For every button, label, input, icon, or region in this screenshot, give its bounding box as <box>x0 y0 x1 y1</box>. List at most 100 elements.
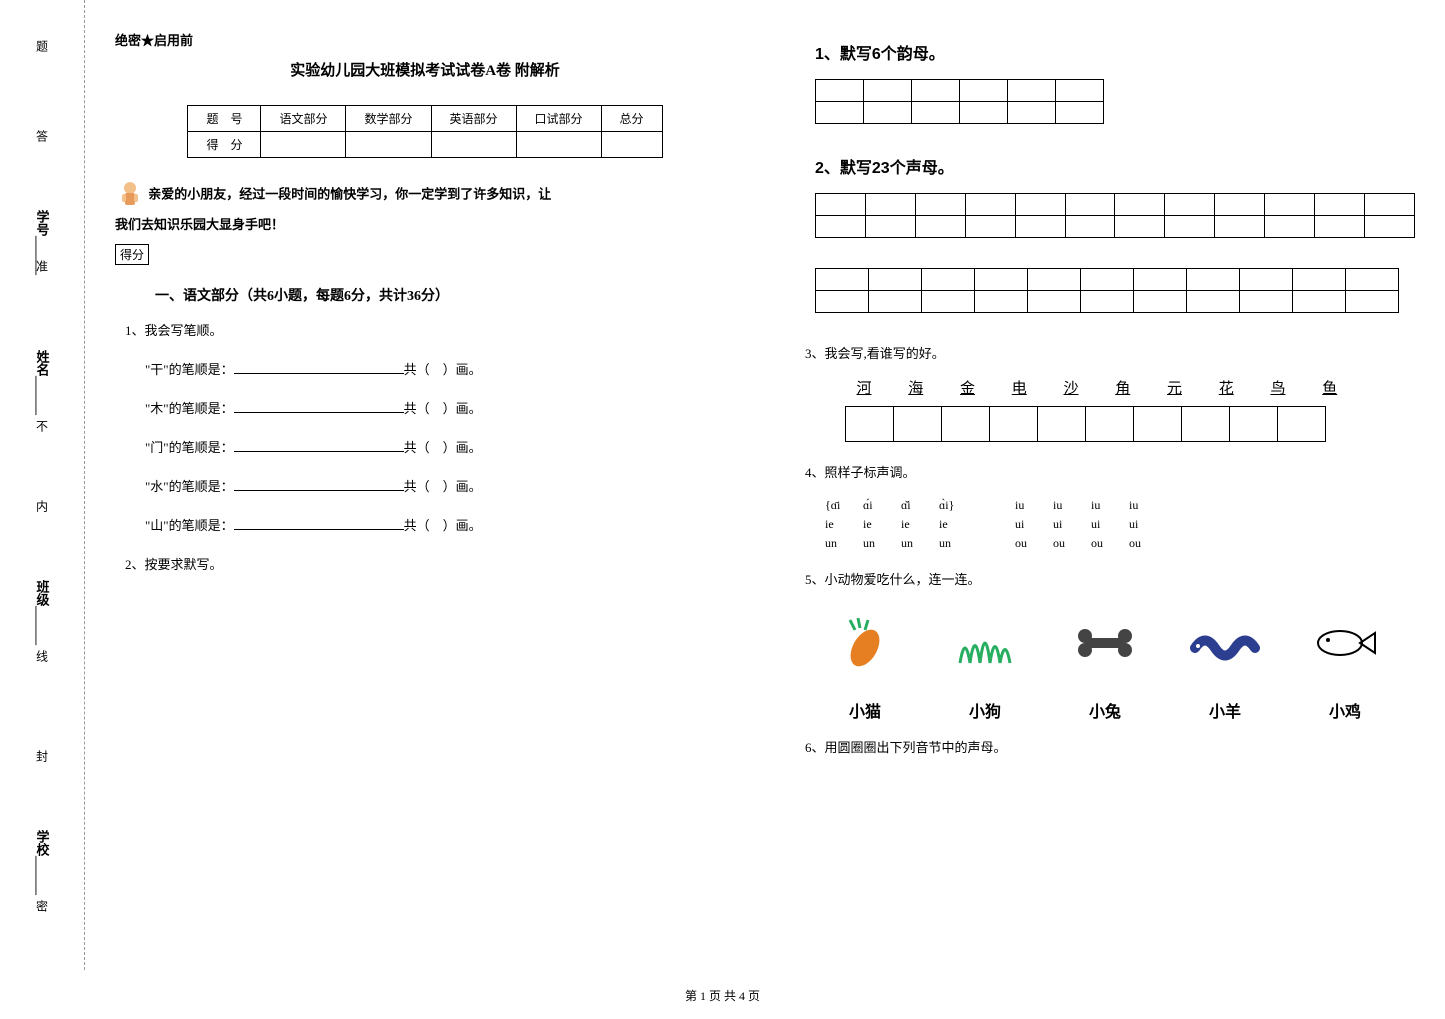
pinyin: ui <box>1129 515 1167 534</box>
cell <box>431 132 516 158</box>
pinyin: ie <box>863 515 901 534</box>
suffix: 共（ ）画。 <box>404 518 482 533</box>
pinyin: iu <box>1053 496 1091 515</box>
cell <box>346 132 431 158</box>
pinyin: ui <box>1015 515 1053 534</box>
pinyin: {ɑ̄i <box>825 496 863 515</box>
bone-icon <box>1070 618 1140 668</box>
cell: 语文部分 <box>261 106 346 132</box>
pinyin: ou <box>1129 534 1167 553</box>
consonant-grid-2 <box>815 268 1399 313</box>
char: 河 <box>840 377 888 398</box>
pinyin: iu <box>1129 496 1167 515</box>
pinyin: iu <box>1091 496 1129 515</box>
page-footer: 第 1 页 共 4 页 <box>0 987 1445 1004</box>
score-badge: 得分 <box>115 244 149 265</box>
blank <box>234 529 404 530</box>
section-header: 一、语文部分（共6小题，每题6分，共计36分） <box>155 285 735 305</box>
char-row: 河 海 金 电 沙 角 元 花 鸟 鱼 <box>840 377 1415 398</box>
text: 的笔顺是： <box>169 479 234 494</box>
margin-label: 学校______ <box>33 830 52 895</box>
blank <box>234 451 404 452</box>
grass-icon <box>950 618 1020 668</box>
cell <box>601 132 662 158</box>
animal-name: 小狗 <box>950 698 1020 722</box>
exam-title: 实验幼儿园大班模拟考试试卷A卷 附解析 <box>115 59 735 80</box>
margin-label: 班级______ <box>33 580 52 645</box>
char: 元 <box>1151 377 1199 398</box>
right-page: 1、默写6个韵母。 2、默写23个声母。 3、我会写,看谁写的好。 河 海 金 … <box>765 0 1445 970</box>
question-r3: 3、我会写,看谁写的好。 <box>805 343 1415 362</box>
fish-icon <box>1310 618 1380 668</box>
cell: 数学部分 <box>346 106 431 132</box>
suffix: 共（ ）画。 <box>404 479 482 494</box>
cell: 英语部分 <box>431 106 516 132</box>
char: "木" <box>145 401 169 416</box>
text: 的笔顺是： <box>169 440 234 455</box>
cell: 口试部分 <box>516 106 601 132</box>
char: "干" <box>145 362 169 377</box>
table-row: 题 号 语文部分 数学部分 英语部分 口试部分 总分 <box>188 106 662 132</box>
stroke-line: "水"的笔顺是： 共（ ）画。 <box>145 476 735 495</box>
pinyin: ou <box>1015 534 1053 553</box>
stroke-line: "干"的笔顺是： 共（ ）画。 <box>145 359 735 378</box>
pinyin: ie <box>901 515 939 534</box>
text: 的笔顺是： <box>169 362 234 377</box>
char: 电 <box>995 377 1043 398</box>
pinyin: ɑ̀i} <box>939 496 977 515</box>
animal-name: 小兔 <box>1070 698 1140 722</box>
pinyin: iu <box>1015 496 1053 515</box>
intro-line-1: 亲爱的小朋友，经过一段时间的愉快学习，你一定学到了许多知识，让 <box>148 186 551 201</box>
cell <box>261 132 346 158</box>
pinyin: un <box>939 534 977 553</box>
vowel-grid <box>815 79 1104 124</box>
char: 金 <box>944 377 992 398</box>
intro-line-2: 我们去知识乐园大显身手吧！ <box>115 213 735 236</box>
text: 的笔顺是： <box>169 518 234 533</box>
pinyin-block: {ɑ̄iɑ́iɑ̌iɑ̀i}iuiuiuiu ieieieieuiuiuiui … <box>825 496 1415 554</box>
margin-label: 答 <box>34 130 51 142</box>
animal-name: 小猫 <box>830 698 900 722</box>
cell <box>516 132 601 158</box>
pinyin: un <box>901 534 939 553</box>
char: 鱼 <box>1306 377 1354 398</box>
binding-margin: 题 答 学号______ 准 姓名______ 不 内 班级______ 线 封… <box>0 0 85 970</box>
table-row: 得 分 <box>188 132 662 158</box>
cell: 总分 <box>601 106 662 132</box>
margin-label: 姓名______ <box>33 350 52 415</box>
question-1: 1、我会写笔顺。 <box>125 320 735 339</box>
cell: 得 分 <box>188 132 261 158</box>
question-r2: 2、默写23个声母。 <box>815 154 1415 178</box>
pinyin: un <box>825 534 863 553</box>
char: 沙 <box>1047 377 1095 398</box>
stroke-line: "山"的笔顺是： 共（ ）画。 <box>145 515 735 534</box>
question-2: 2、按要求默写。 <box>125 554 735 573</box>
pinyin: ui <box>1053 515 1091 534</box>
secret-mark: 绝密★启用前 <box>115 30 735 49</box>
text: 的笔顺是： <box>169 401 234 416</box>
write-grid <box>845 406 1326 442</box>
animal-name: 小鸡 <box>1310 698 1380 722</box>
margin-label: 封 <box>34 750 51 762</box>
question-r6: 6、用圆圈圈出下列音节中的声母。 <box>805 737 1415 756</box>
char: "水" <box>145 479 169 494</box>
consonant-grid-1 <box>815 193 1415 238</box>
stroke-line: "木"的笔顺是： 共（ ）画。 <box>145 398 735 417</box>
left-page: 绝密★启用前 实验幼儿园大班模拟考试试卷A卷 附解析 题 号 语文部分 数学部分… <box>85 0 765 970</box>
margin-label: 准 <box>34 260 51 272</box>
suffix: 共（ ）画。 <box>404 401 482 416</box>
suffix: 共（ ）画。 <box>404 362 482 377</box>
char: 鸟 <box>1254 377 1302 398</box>
blank <box>234 490 404 491</box>
char: 海 <box>892 377 940 398</box>
margin-label: 内 <box>34 500 51 512</box>
blank <box>234 412 404 413</box>
blank <box>234 373 404 374</box>
pinyin: ui <box>1091 515 1129 534</box>
pinyin: ou <box>1091 534 1129 553</box>
question-r5: 5、小动物爱吃什么，连一连。 <box>805 569 1415 588</box>
char: "山" <box>145 518 169 533</box>
carrot-icon <box>830 618 900 668</box>
cell: 题 号 <box>188 106 261 132</box>
char: 花 <box>1202 377 1250 398</box>
